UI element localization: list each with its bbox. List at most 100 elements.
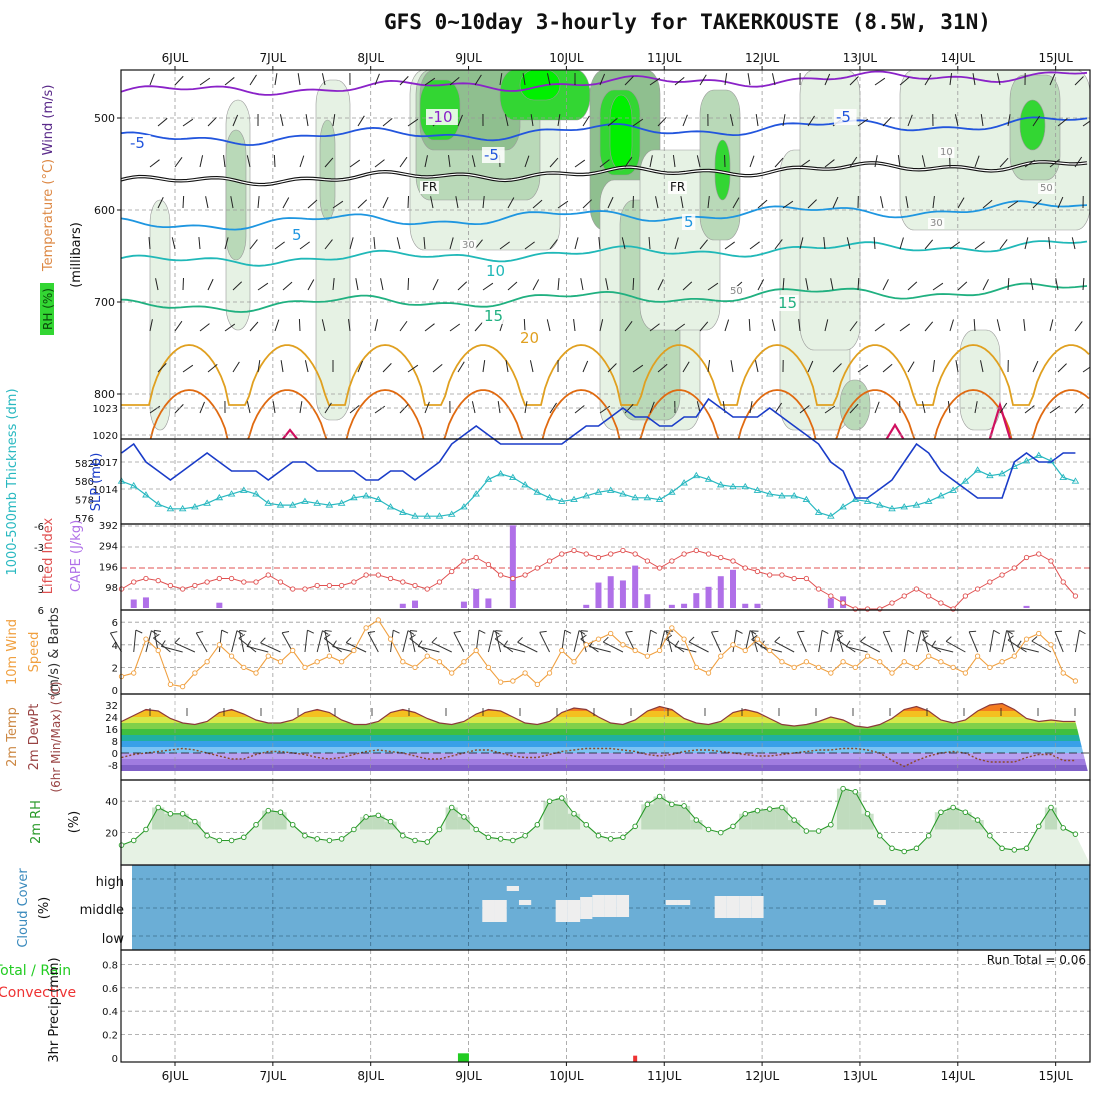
barb-staff — [206, 196, 208, 208]
barb-flag — [239, 630, 246, 631]
cape-bar — [742, 604, 748, 608]
rh2m-point — [217, 838, 222, 843]
surface-wind-barb — [860, 637, 879, 652]
surface-wind-barb — [923, 636, 941, 652]
rh2m-point — [792, 818, 797, 823]
barb-staff — [883, 117, 891, 126]
rh2m-point — [352, 827, 357, 832]
barb-staff — [275, 320, 279, 331]
li-point — [804, 576, 808, 580]
barb-staff — [758, 279, 764, 290]
wind-point — [841, 660, 845, 664]
upper-wind-barb — [175, 404, 183, 413]
rh2m-point — [767, 807, 772, 812]
li-point — [132, 580, 136, 584]
rh2m-point — [584, 822, 589, 827]
cape-bar — [632, 566, 638, 608]
rh2m-point — [364, 815, 369, 820]
li-point — [352, 580, 356, 584]
ylabel-wind10m: 10m Wind — [5, 619, 20, 685]
upper-wind-barb — [458, 282, 467, 290]
barb-flag — [495, 631, 502, 632]
upper-wind-barb — [922, 401, 925, 413]
barb-staff — [1000, 239, 1007, 249]
li-point — [780, 573, 784, 577]
upper-wind-barb — [158, 118, 167, 126]
upper-wind-barb — [183, 119, 193, 126]
rh2m-point — [1036, 824, 1041, 829]
wind-point — [413, 665, 417, 669]
upper-wind-barb — [283, 282, 292, 290]
cloud-mid-block — [482, 900, 494, 922]
li-point — [498, 573, 502, 577]
rh2m-tick-label: 40 — [105, 797, 118, 808]
li-point — [364, 573, 368, 577]
rh2m-point — [266, 808, 271, 813]
wind-point — [951, 665, 955, 669]
barb-staff — [408, 365, 418, 372]
barb-staff — [725, 242, 735, 249]
upper-wind-barb — [875, 78, 885, 85]
upper-wind-barb — [306, 114, 308, 126]
wind-point — [535, 682, 539, 686]
rh2m-point — [914, 846, 919, 851]
barb-flag — [454, 631, 461, 632]
barb-staff — [755, 360, 758, 372]
li-point — [914, 587, 918, 591]
barb-staff — [883, 632, 892, 652]
barb-staff — [283, 197, 289, 208]
barb-staff — [946, 641, 965, 652]
contour-label: 10 — [940, 147, 953, 158]
y-tick-label: 800 — [94, 388, 115, 401]
li-point — [511, 576, 515, 580]
barb-staff — [281, 360, 283, 372]
wind-point — [547, 671, 551, 675]
barb-staff — [250, 240, 257, 249]
wind-point — [975, 654, 979, 658]
barb-staff — [583, 116, 589, 126]
upper-wind-barb — [200, 324, 209, 331]
wind-point — [291, 648, 295, 652]
rh2m-point — [131, 838, 136, 843]
wind-point — [914, 665, 918, 669]
contour-label: -5 — [836, 108, 851, 126]
upper-wind-barb — [958, 282, 967, 290]
wind-point — [1000, 660, 1004, 664]
barb-flag — [368, 631, 375, 632]
barb-staff — [350, 237, 353, 249]
wind-point — [878, 660, 882, 664]
barb-staff — [575, 237, 578, 249]
wind-point — [462, 660, 466, 664]
surface-wind-barb — [410, 635, 427, 652]
wind-point — [498, 680, 502, 684]
series-thickness — [122, 455, 1076, 516]
wind-point — [853, 665, 857, 669]
upper-wind-barb — [400, 76, 408, 85]
contour-label: 30 — [462, 240, 475, 251]
barb-staff — [250, 322, 258, 331]
barb-staff — [400, 321, 407, 331]
cloud-mid-block — [592, 895, 604, 917]
barb-flag — [325, 630, 332, 631]
upper-wind-barb — [225, 77, 234, 85]
upper-wind-barb — [758, 279, 764, 290]
date-label-top: 6JUL — [162, 51, 189, 65]
barb-staff — [725, 73, 727, 85]
barb-staff — [900, 238, 903, 249]
rh2m-point — [939, 810, 944, 815]
barb-staff — [950, 320, 953, 331]
upper-wind-barb — [400, 321, 407, 331]
rh2m-point — [988, 833, 993, 838]
surface-wind-barb — [837, 635, 855, 652]
wind-point — [266, 654, 270, 658]
li-point — [1024, 555, 1028, 559]
barb-staff — [1050, 319, 1053, 331]
upper-wind-barb — [750, 242, 760, 249]
upper-wind-barb — [381, 278, 383, 290]
rh2m-point — [511, 838, 516, 843]
upper-wind-barb — [1008, 278, 1009, 290]
barb-staff — [525, 401, 527, 413]
upper-wind-barb — [575, 405, 584, 413]
li-point — [743, 566, 747, 570]
